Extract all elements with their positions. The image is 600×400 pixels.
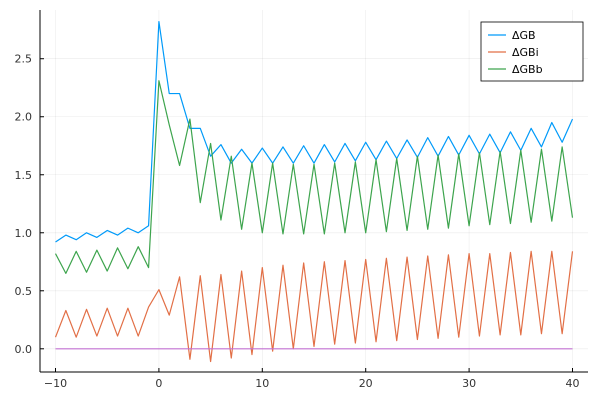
x-tick-label-2: 10 [255,377,269,390]
y-tick-label-4: 2.0 [15,111,33,124]
legend-label-0: ΔGB [512,29,536,42]
series-line-ΔGBb [54,80,574,274]
series-line-ΔGB [55,21,574,243]
x-tick-label-3: 20 [359,377,373,390]
series-lines [54,21,574,363]
y-tick-label-5: 2.5 [15,53,33,66]
y-tick-label-0: 0.0 [15,343,33,356]
y-tick-label-2: 1.0 [15,227,33,240]
x-tick-label-5: 40 [565,377,579,390]
legend-label-1: ΔGBi [512,46,539,59]
axes: −10 0 10 20 30 40 0.0 0.5 1.0 1.5 2.0 2.5 [15,10,588,390]
legend-label-2: ΔGBb [512,63,543,76]
y-tick-label-1: 0.5 [15,285,33,298]
legend: ΔGB ΔGBi ΔGBb [480,21,584,82]
x-tick-label-4: 30 [462,377,476,390]
x-tick-label-1: 0 [155,377,162,390]
y-tick-label-3: 1.5 [15,169,33,182]
x-tick-label-0: −10 [44,377,67,390]
series-line-ΔGBi [54,250,574,363]
